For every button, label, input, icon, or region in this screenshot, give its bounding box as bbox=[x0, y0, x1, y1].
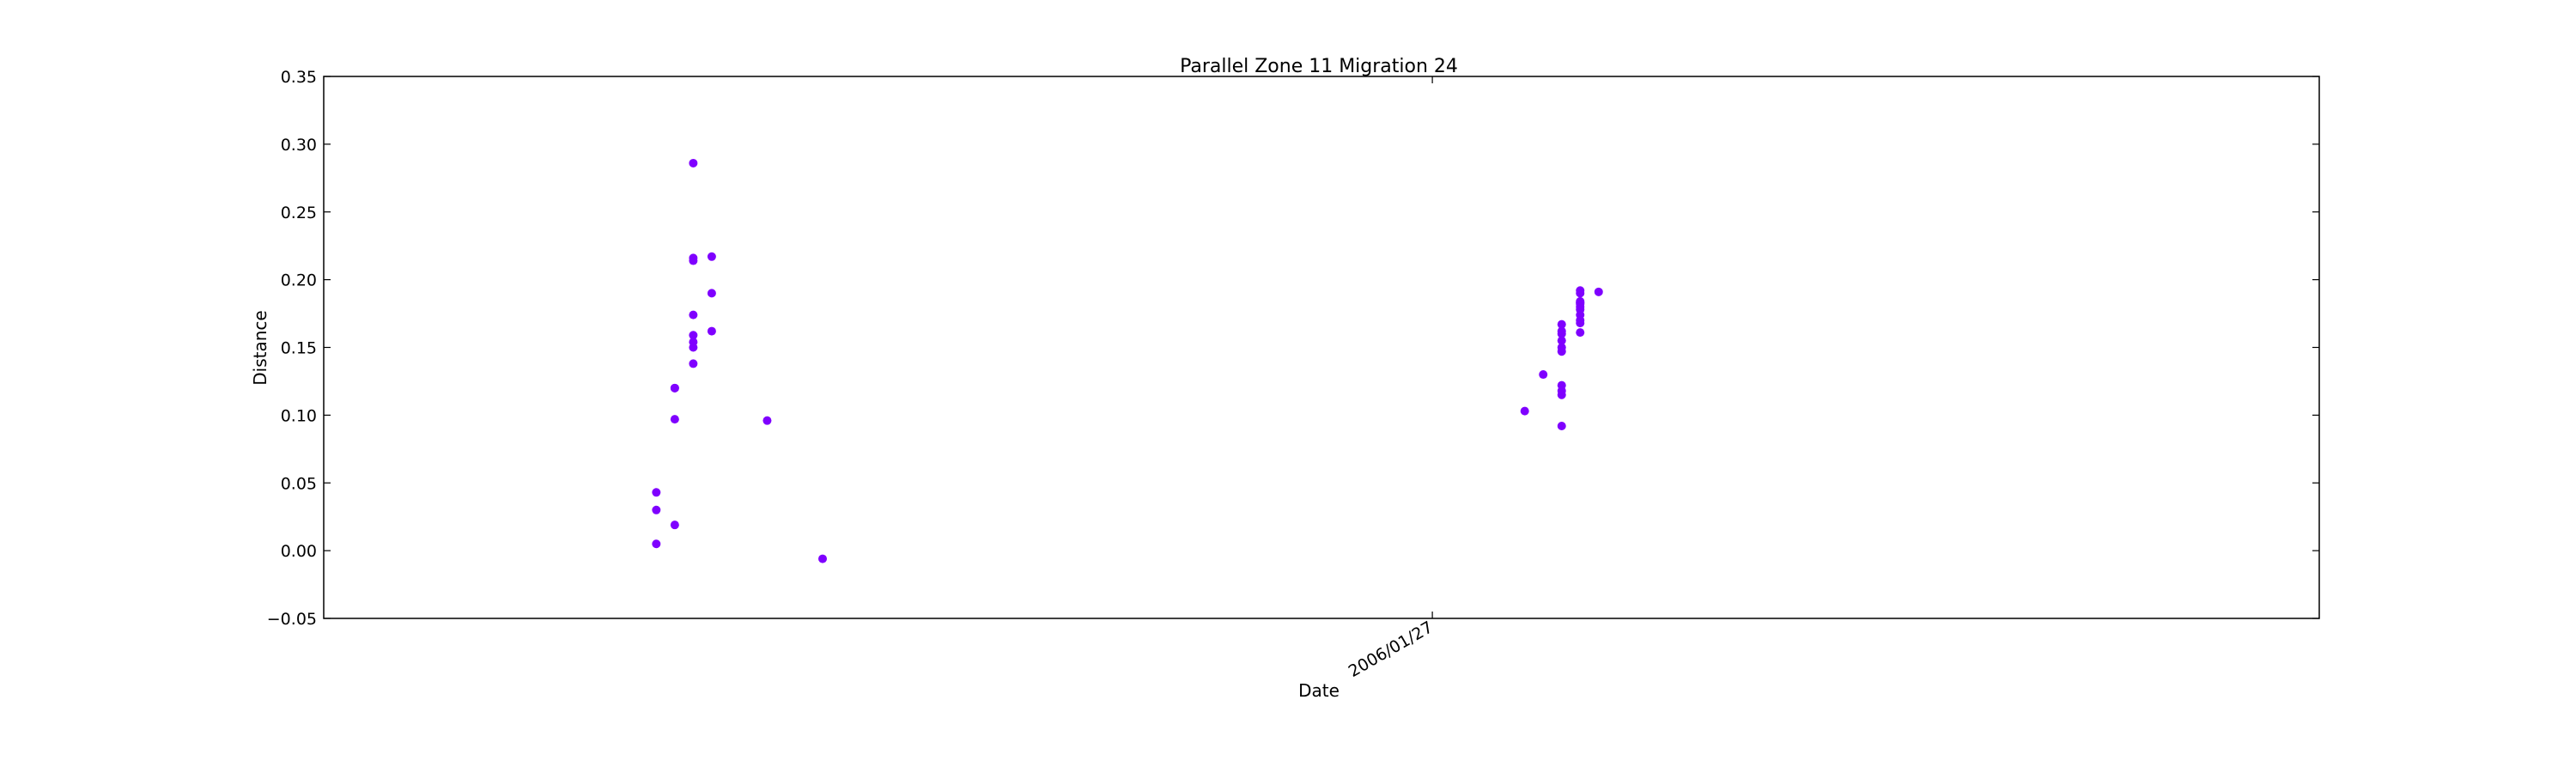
y-tick-label: 0.05 bbox=[281, 474, 317, 493]
y-tick-label: 0.00 bbox=[281, 542, 317, 561]
scatter-point bbox=[689, 158, 698, 167]
x-axis: 2006/01/27 bbox=[1346, 76, 1437, 681]
scatter-point bbox=[689, 338, 698, 347]
y-tick-label: 0.25 bbox=[281, 204, 317, 222]
scatter-point bbox=[670, 415, 679, 424]
y-tick-label: −0.05 bbox=[267, 610, 317, 629]
scatter-point bbox=[707, 289, 716, 298]
y-axis-label: Distance bbox=[250, 310, 270, 385]
y-axis: −0.05 0.00 0.05 0.10 0.15 0.20 0.25 0.30 0.35 bbox=[267, 68, 2319, 629]
data-points bbox=[652, 158, 1603, 563]
y-tick-label: 0.10 bbox=[281, 406, 317, 425]
scatter-point bbox=[689, 310, 698, 320]
scatter-point bbox=[1557, 343, 1566, 352]
scatter-point bbox=[1576, 298, 1585, 307]
scatter-point bbox=[652, 488, 661, 497]
scatter-point bbox=[818, 554, 827, 563]
scatter-point bbox=[689, 359, 698, 368]
scatter-point bbox=[689, 331, 698, 340]
y-tick-label: 0.30 bbox=[281, 136, 317, 155]
x-axis-label: Date bbox=[1298, 680, 1340, 701]
plot-frame bbox=[323, 76, 2320, 619]
x-tick-label: 2006/01/27 bbox=[1346, 618, 1437, 681]
scatter-point bbox=[1557, 329, 1566, 338]
scatter-point bbox=[670, 520, 679, 530]
y-tick-label: 0.15 bbox=[281, 339, 317, 358]
scatter-point bbox=[1576, 286, 1585, 295]
scatter-point bbox=[1576, 328, 1585, 338]
y-tick-label: 0.20 bbox=[281, 271, 317, 290]
scatter-point bbox=[1594, 287, 1603, 296]
scatter-point bbox=[1520, 406, 1529, 416]
scatter-point bbox=[670, 383, 679, 393]
scatter-point bbox=[1557, 390, 1566, 399]
scatter-point bbox=[652, 539, 661, 549]
scatter-point bbox=[1557, 336, 1566, 345]
scatter-point bbox=[1557, 320, 1566, 329]
scatter-point bbox=[1557, 421, 1566, 430]
scatter-point bbox=[1576, 310, 1585, 320]
scatter-point bbox=[762, 416, 772, 425]
scatter-point bbox=[689, 253, 698, 263]
scatter-point bbox=[707, 252, 716, 261]
y-tick-label: 0.35 bbox=[281, 68, 317, 87]
scatter-point bbox=[1539, 370, 1548, 380]
scatter-point bbox=[652, 505, 661, 514]
chart-title: Parallel Zone 11 Migration 24 bbox=[1180, 56, 1458, 77]
scatter-point bbox=[707, 326, 716, 336]
